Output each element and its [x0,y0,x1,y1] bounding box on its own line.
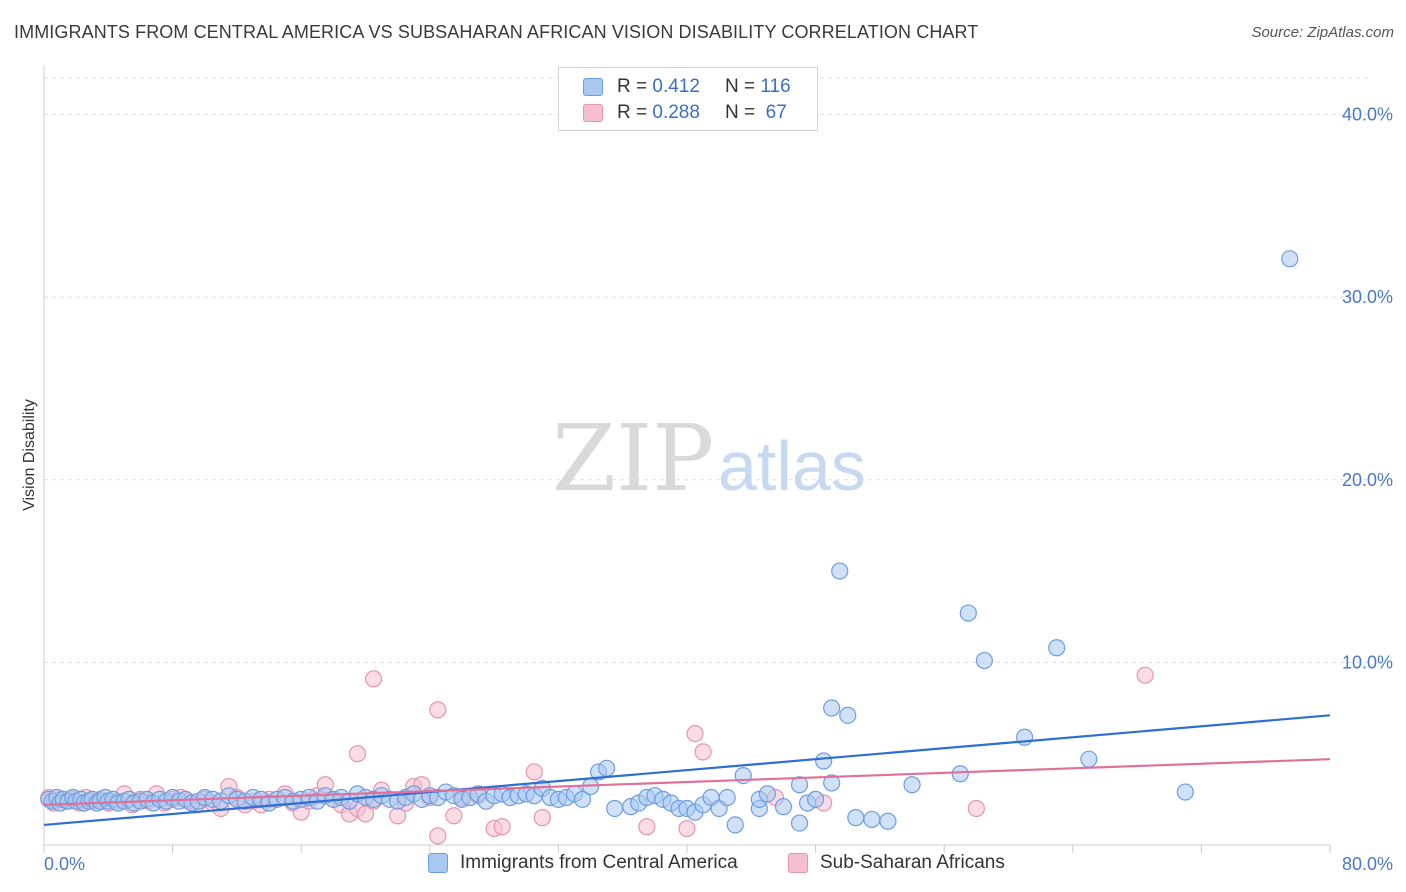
central-america-point-119 [959,604,977,622]
legend-n-label: N = [724,76,756,97]
watermark-zip: ZIP [552,405,714,512]
central-america-point-109 [863,810,881,829]
legend-r-value: 0.412 [652,76,700,97]
central-america-point-106 [815,752,833,770]
subsaharan-point-49 [445,807,463,825]
subsaharan-point-58 [694,743,712,761]
subsaharan-point-56 [638,818,656,836]
subsaharan-point-55 [533,809,551,827]
central-america-point-118 [831,562,849,580]
central-america-point-117 [839,706,857,724]
legend-n-label: N = [724,102,756,123]
legend-n-value: 116 [760,76,791,97]
central-america-point-82 [606,799,624,818]
source-label: Source: ZipAtlas.com [1251,24,1394,41]
central-america-point-81 [598,759,616,777]
subsaharan-point-54 [525,763,543,781]
legend-r-label: R = [617,102,648,123]
central-america-point-115 [1176,783,1194,801]
subsaharan-point-65 [686,725,704,743]
central-america-point-121 [1048,639,1066,657]
central-america-point-96 [726,816,744,834]
central-america-point-102 [790,814,809,832]
subsaharan-point-61 [967,799,985,818]
chart-title: IMMIGRANTS FROM CENTRAL AMERICA VS SUBSA… [14,22,979,42]
central-america-point-101 [774,798,793,816]
bottom-legend-label: Immigrants from Central America [460,852,738,873]
subsaharan-point-64 [429,701,447,719]
bottom-legend-swatch-pink [788,853,808,873]
correlation-legend: R = 0.412 N = 116 R = 0.288 N = 67 [558,67,818,131]
central-america-point-120 [975,651,993,670]
y-tick-label-0: 10.0% [1342,652,1393,672]
subsaharan-point-48 [429,827,447,845]
bottom-legend-subsaharan: Sub-Saharan Africans [788,852,1005,874]
central-america-point-122 [1281,250,1299,268]
legend-r-label: R = [617,76,648,97]
central-america-point-104 [790,776,809,794]
trend-lines [43,714,1331,827]
subsaharan-point-63 [364,670,383,688]
central-america-point-108 [847,809,865,827]
x-tick-label-min: 0.0% [44,854,85,874]
y-tick-label-1: 20.0% [1342,470,1393,490]
subsaharan-point-62 [348,745,367,763]
legend-n-value: 67 [765,102,787,123]
central-america-point-110 [879,812,897,830]
bottom-legend-central-america: Immigrants from Central America [428,852,738,874]
series-central-america-points [40,250,1299,834]
subsaharan-point-53 [493,818,511,836]
central-america-point-114 [1080,750,1098,768]
central-america-point-107 [823,774,841,792]
trend-line-central-america [43,714,1331,827]
central-america-point-95 [718,788,736,807]
x-tick-label-max: 80.0% [1342,854,1393,874]
bottom-legend-swatch-blue [428,853,448,873]
central-america-point-116 [823,699,841,717]
central-america-point-111 [903,776,921,794]
legend-row-central-america: R = 0.412 N = 116 [583,75,791,99]
y-tick-label-2: 30.0% [1342,287,1393,307]
central-america-point-112 [951,765,969,783]
y-axis-label: Vision Disability [21,399,38,511]
legend-swatch-blue [583,78,603,96]
central-america-point-105 [806,790,825,808]
bottom-legend-label: Sub-Saharan Africans [820,852,1005,873]
central-america-point-100 [758,785,776,803]
legend-r-value: 0.288 [652,102,700,123]
legend-swatch-pink [583,104,603,122]
series-subsaharan-points [40,666,1154,845]
tick-labels: 10.0% 20.0% 30.0% 40.0% 0.0% 80.0% [44,105,1393,874]
trend-line-subsaharan [43,758,1331,806]
axes [43,66,1331,853]
legend-row-subsaharan: R = 0.288 N = 67 [583,101,787,125]
watermark-atlas: atlas [718,427,866,505]
central-america-point-78 [573,790,592,808]
subsaharan-point-57 [678,819,696,838]
subsaharan-point-66 [1136,666,1154,684]
grid [44,77,1370,663]
y-tick-label-3: 40.0% [1342,105,1393,125]
